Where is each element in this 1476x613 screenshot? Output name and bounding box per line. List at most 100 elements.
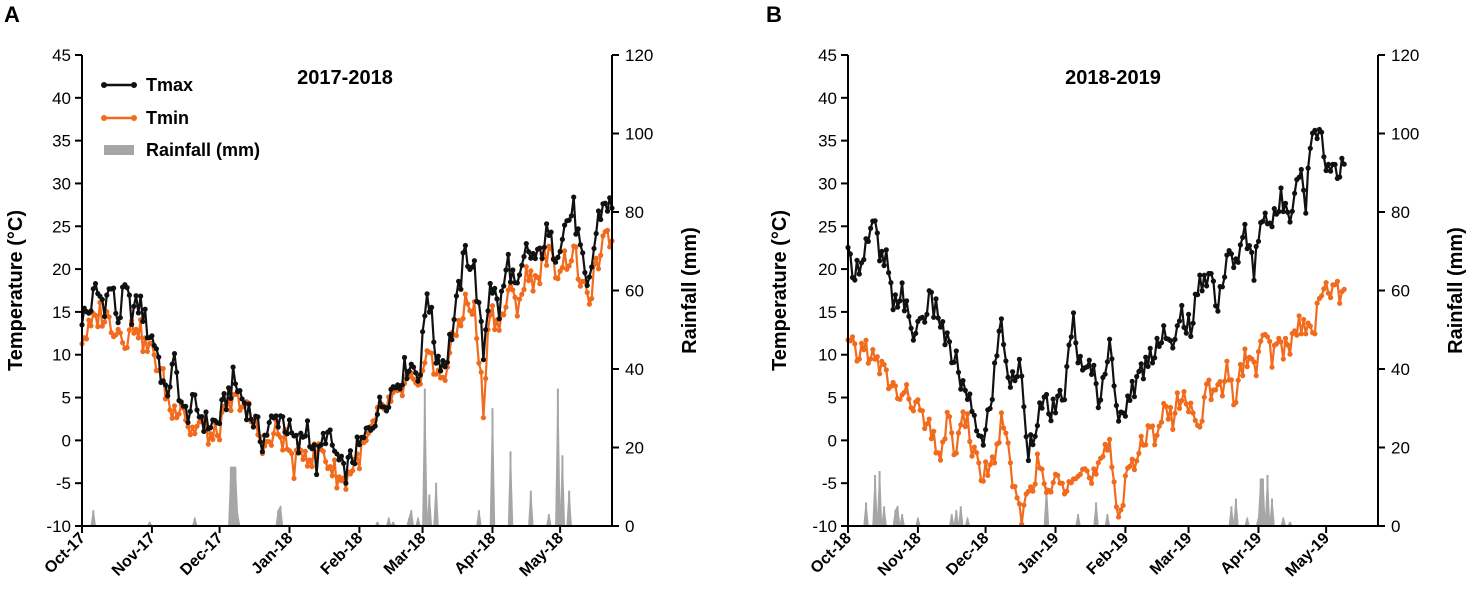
tmin-point bbox=[544, 262, 550, 268]
tmax-point bbox=[126, 292, 132, 298]
tmin-point bbox=[593, 255, 599, 261]
tmax-point bbox=[88, 308, 94, 314]
tmin-point bbox=[399, 393, 405, 399]
tmax-point bbox=[987, 405, 993, 412]
tmin-point bbox=[1222, 378, 1228, 384]
tmax-point bbox=[523, 241, 529, 247]
tmin-point bbox=[271, 431, 277, 437]
tmax-point bbox=[1325, 161, 1331, 167]
tmin-point bbox=[1255, 349, 1262, 355]
tmin-point bbox=[1005, 440, 1011, 446]
tmax-point bbox=[165, 393, 171, 399]
tmin-point bbox=[1034, 451, 1040, 457]
tmax-point bbox=[931, 314, 937, 320]
tmax-point bbox=[327, 427, 333, 433]
tmin-point bbox=[117, 330, 123, 336]
y-tick-label: 40 bbox=[818, 89, 837, 108]
tmin-point bbox=[1134, 458, 1140, 464]
tmin-point bbox=[1158, 419, 1165, 425]
tmax-point bbox=[138, 293, 144, 299]
tmax-point bbox=[264, 432, 270, 438]
tmax-point bbox=[1255, 238, 1262, 244]
tmin-point bbox=[1089, 480, 1095, 486]
tmin-point bbox=[555, 276, 561, 282]
tmax-point bbox=[304, 418, 311, 424]
tmax-point bbox=[1161, 323, 1167, 329]
tmax-point bbox=[933, 296, 939, 302]
tmin-point bbox=[985, 472, 991, 478]
tmax-point bbox=[1303, 210, 1309, 216]
tmax-point bbox=[1210, 278, 1216, 284]
tmin-point bbox=[1282, 335, 1289, 341]
tmin-point bbox=[1136, 450, 1142, 456]
tmin-point bbox=[489, 303, 496, 309]
tmax-point bbox=[194, 407, 200, 413]
tmax-point bbox=[1339, 155, 1345, 161]
tmax-point bbox=[1188, 333, 1194, 339]
tmin-point bbox=[980, 478, 986, 484]
tmin-point bbox=[135, 335, 141, 341]
chart-title: 2017-2018 bbox=[297, 67, 393, 89]
tmax-point bbox=[404, 376, 410, 382]
tmax-point bbox=[566, 217, 572, 223]
tmin-point bbox=[559, 265, 566, 271]
tmin-point bbox=[1129, 456, 1135, 462]
tmax-point bbox=[604, 208, 611, 214]
tmax-point bbox=[906, 313, 912, 319]
tmax-point bbox=[451, 316, 457, 323]
tmax-point bbox=[498, 288, 505, 294]
tmin-point bbox=[1001, 425, 1007, 431]
tmin-point bbox=[1143, 442, 1149, 448]
tmin-point bbox=[870, 347, 876, 353]
tmax-point bbox=[1237, 242, 1243, 248]
tmax-point bbox=[395, 382, 401, 388]
tmax-point bbox=[1183, 330, 1189, 336]
y2-tick-label: 100 bbox=[1391, 125, 1419, 144]
tmin-point bbox=[1183, 401, 1189, 407]
tmin-point bbox=[1197, 424, 1203, 430]
tmax-point bbox=[1219, 284, 1225, 290]
tmax-point bbox=[526, 249, 532, 255]
tmax-series bbox=[79, 194, 615, 486]
tmax-point bbox=[528, 255, 534, 261]
tmin-point bbox=[99, 323, 105, 329]
y-tick-label: 10 bbox=[52, 346, 71, 365]
tmax-point bbox=[541, 244, 547, 250]
tmax-point bbox=[1213, 303, 1219, 309]
tmax-point bbox=[1278, 185, 1284, 191]
tmax-point bbox=[1125, 393, 1131, 399]
tmax-point bbox=[183, 403, 189, 409]
tmax-point bbox=[293, 432, 299, 438]
legend-marker bbox=[101, 82, 107, 88]
tmax-point bbox=[401, 354, 408, 361]
tmin-point bbox=[1156, 423, 1162, 429]
tmin-point bbox=[510, 287, 516, 293]
tmin-point bbox=[113, 332, 119, 338]
tmin-point bbox=[1149, 423, 1156, 429]
tmax-point bbox=[589, 264, 595, 270]
tmin-point bbox=[1138, 433, 1144, 439]
tmin-point bbox=[160, 366, 166, 372]
y-tick-label: 30 bbox=[52, 174, 71, 193]
tmax-line bbox=[80, 196, 614, 485]
tmin-point bbox=[962, 423, 968, 430]
tmax-series bbox=[845, 126, 1347, 464]
legend: Tmax Tmin Rainfall (mm) bbox=[101, 75, 260, 160]
tmax-point bbox=[1224, 252, 1230, 258]
tmin-point bbox=[514, 313, 520, 319]
tmin-point bbox=[1188, 400, 1194, 406]
tmax-point bbox=[104, 292, 110, 298]
tmin-point bbox=[95, 324, 101, 330]
tmin-point bbox=[480, 415, 486, 421]
tmin-point bbox=[217, 437, 223, 443]
tmax-point bbox=[192, 392, 198, 398]
tmax-point bbox=[1222, 274, 1228, 280]
tmin-point bbox=[1055, 472, 1061, 478]
legend-item-tmax: Tmax bbox=[101, 75, 193, 95]
tmax-point bbox=[1296, 174, 1302, 180]
tmax-point bbox=[237, 388, 243, 394]
tmax-point bbox=[361, 434, 367, 441]
tmax-point bbox=[140, 318, 146, 324]
y-tick-label: -10 bbox=[46, 517, 71, 536]
tmin-point bbox=[523, 264, 529, 270]
